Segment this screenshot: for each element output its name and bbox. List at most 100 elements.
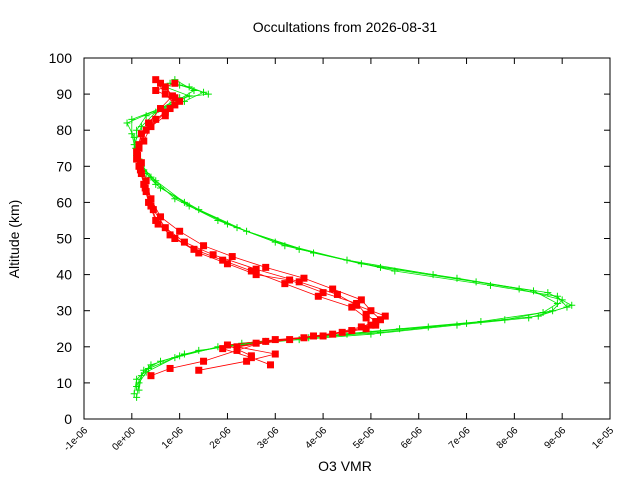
data-point (329, 285, 337, 293)
data-point (343, 256, 351, 264)
data-point (271, 336, 279, 344)
data-point (195, 346, 203, 354)
data-point (362, 310, 370, 318)
data-point (367, 321, 375, 329)
data-point (171, 235, 179, 242)
data-point (357, 323, 365, 331)
data-point (142, 126, 150, 134)
data-point (185, 92, 193, 100)
data-point (372, 321, 380, 329)
data-point (281, 280, 289, 288)
data-point (147, 372, 155, 380)
data-point (133, 126, 141, 134)
x-tick-label: 8e-06 (495, 425, 521, 451)
data-point (314, 292, 322, 300)
data-point (266, 361, 274, 369)
data-point (223, 260, 231, 268)
x-tick-label: 0e+00 (110, 425, 138, 453)
data-point (176, 97, 184, 105)
y-tick-label: 80 (56, 122, 72, 138)
y-tick-label: 20 (56, 339, 72, 355)
data-point (558, 296, 566, 304)
data-point (166, 364, 174, 372)
data-point (152, 115, 160, 123)
y-tick-label: 70 (56, 158, 72, 174)
data-point (147, 173, 155, 181)
data-point (142, 177, 150, 185)
x-tick-label: 5e-06 (351, 425, 377, 451)
data-point (195, 249, 203, 257)
data-point (147, 123, 155, 131)
data-point (348, 303, 356, 311)
y-tick-label: 40 (56, 267, 72, 283)
data-point (133, 148, 141, 156)
data-point (135, 144, 143, 152)
data-point (553, 299, 561, 307)
x-tick-label: 4e-06 (303, 425, 329, 451)
x-tick-label: 3e-06 (256, 425, 282, 451)
data-point (453, 321, 461, 329)
data-point (286, 276, 294, 284)
data-point (396, 325, 404, 333)
data-point (372, 318, 380, 326)
data-point (376, 328, 384, 336)
data-point (195, 366, 203, 374)
data-point (157, 105, 165, 113)
data-point (319, 289, 327, 297)
data-point (219, 256, 227, 264)
data-point (247, 267, 255, 275)
data-point (200, 357, 208, 365)
data-point (544, 289, 552, 297)
data-point (376, 316, 384, 324)
data-point (568, 301, 576, 309)
data-point (190, 245, 198, 253)
data-point (176, 227, 184, 235)
data-point (157, 357, 165, 365)
data-point (247, 352, 255, 360)
data-point (228, 253, 236, 261)
data-point (329, 330, 337, 338)
data-point (135, 386, 143, 394)
data-point (357, 260, 365, 268)
data-point (271, 350, 279, 358)
data-point (180, 238, 188, 246)
data-point (262, 337, 270, 345)
x-tick-label: -1e-06 (62, 425, 91, 454)
data-point (152, 86, 160, 94)
data-point (529, 287, 537, 295)
profile-line (135, 84, 559, 391)
x-axis-label: O3 VMR (318, 458, 372, 474)
x-tick-label: 1e-06 (160, 425, 186, 451)
data-point (233, 343, 241, 351)
y-axis: 0 10 20 30 40 50 60 70 80 90 100 (49, 50, 610, 427)
data-point (161, 224, 169, 232)
data-point (135, 141, 143, 149)
data-point (295, 278, 303, 286)
data-point (141, 184, 149, 192)
profile-line (137, 82, 387, 366)
data-point (233, 346, 241, 354)
data-point (161, 108, 169, 116)
data-point (147, 202, 155, 210)
profile-line (133, 86, 563, 387)
x-tick-label: 7e-06 (447, 425, 473, 451)
x-tick-label: 1e-05 (590, 425, 616, 451)
y-tick-label: 10 (56, 375, 72, 391)
data-point (501, 316, 509, 324)
data-point (486, 281, 494, 289)
plot-marks (123, 76, 576, 401)
y-tick-label: 100 (49, 50, 73, 66)
y-tick-label: 0 (64, 411, 72, 427)
data-point (200, 242, 208, 250)
data-point (204, 90, 212, 98)
y-axis-label: Altitude (km) (6, 200, 22, 279)
data-point (424, 323, 432, 331)
data-point (152, 177, 160, 185)
data-point (140, 180, 148, 188)
data-point (271, 238, 279, 246)
data-point (252, 339, 260, 347)
y-tick-label: 50 (56, 231, 72, 247)
profile-line (131, 79, 573, 394)
chart-title: Occultations from 2026-08-31 (253, 19, 438, 35)
